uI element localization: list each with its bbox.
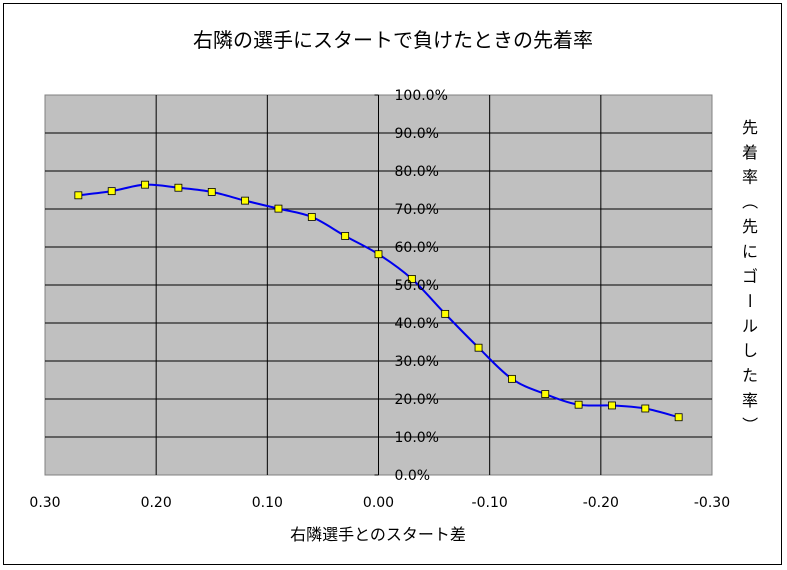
data-point-marker [374, 250, 383, 259]
y-axis-label-char: 率 [742, 391, 758, 410]
data-point-marker [107, 187, 116, 196]
y-axis-label-char: ー [740, 293, 759, 309]
y-tick-labels: 0.0% 10.0% 20.0% 30.0% 40.0% 50.0% 60.0% 70.0% 8… [395, 88, 448, 484]
x-tick-label: 0.00 [363, 495, 394, 511]
data-point-marker [274, 204, 283, 213]
y-axis-label-char: 率 [742, 168, 758, 187]
y-tick-label: 0.0% [395, 468, 431, 484]
y-tick-label: 20.0% [395, 392, 439, 408]
y-axis-label-char: に [742, 242, 758, 261]
y-axis-label-char: ） [740, 417, 759, 433]
x-tick-label: -0.10 [472, 495, 508, 511]
data-point-marker [541, 390, 550, 398]
y-tick-label: 40.0% [395, 316, 439, 332]
data-point-marker [608, 401, 616, 410]
data-point-marker [674, 413, 683, 422]
y-axis-label-char: 先 [742, 118, 758, 137]
data-point-marker [641, 404, 650, 413]
data-point-marker [141, 180, 149, 189]
y-axis-label-char: 先 [742, 217, 758, 236]
x-tick-label: -0.20 [583, 495, 619, 511]
y-tick-label: 60.0% [395, 240, 439, 256]
x-tick-label: 0.30 [29, 495, 60, 511]
data-point-marker [441, 309, 450, 318]
x-tick-label: 0.20 [141, 495, 172, 511]
data-point-marker [574, 400, 583, 409]
x-tick-label: -0.30 [694, 495, 730, 511]
data-point-marker [307, 213, 316, 221]
data-point-marker [407, 275, 416, 283]
data-point-marker [207, 187, 216, 196]
axes [374, 94, 379, 476]
y-tick-label: 70.0% [395, 202, 439, 218]
data-point-marker [341, 232, 350, 240]
y-tick-label: 30.0% [395, 354, 439, 370]
x-axis-label: 右隣選手とのスタート差 [290, 525, 466, 544]
data-point-marker [241, 196, 250, 205]
y-tick-label: 80.0% [395, 164, 439, 180]
y-axis-label-char: 着 [742, 143, 758, 162]
y-axis-label-char: ル [742, 316, 758, 335]
y-axis-label-char: ゴ [742, 267, 758, 286]
data-point-marker [174, 183, 183, 192]
y-axis-label-char: し [742, 341, 758, 360]
data-point-marker [507, 374, 516, 383]
y-axis-label-char: た [742, 366, 758, 385]
x-tick-labels: 0.30 0.20 0.10 0.00 -0.10 -0.20 -0.30 [29, 495, 730, 511]
x-tick-label: 0.10 [252, 495, 283, 511]
y-tick-label: 100.0% [395, 88, 448, 104]
data-point-marker [74, 191, 83, 200]
y-tick-label: 10.0% [395, 430, 439, 446]
chart-title: 右隣の選手にスタートで負けたときの先着率 [193, 28, 593, 52]
y-axis-label-char: （ [740, 193, 759, 209]
y-tick-label: 90.0% [395, 126, 439, 142]
data-point-marker [474, 343, 483, 352]
y-tick-label: 50.0% [395, 278, 439, 294]
series-layer [74, 180, 683, 422]
